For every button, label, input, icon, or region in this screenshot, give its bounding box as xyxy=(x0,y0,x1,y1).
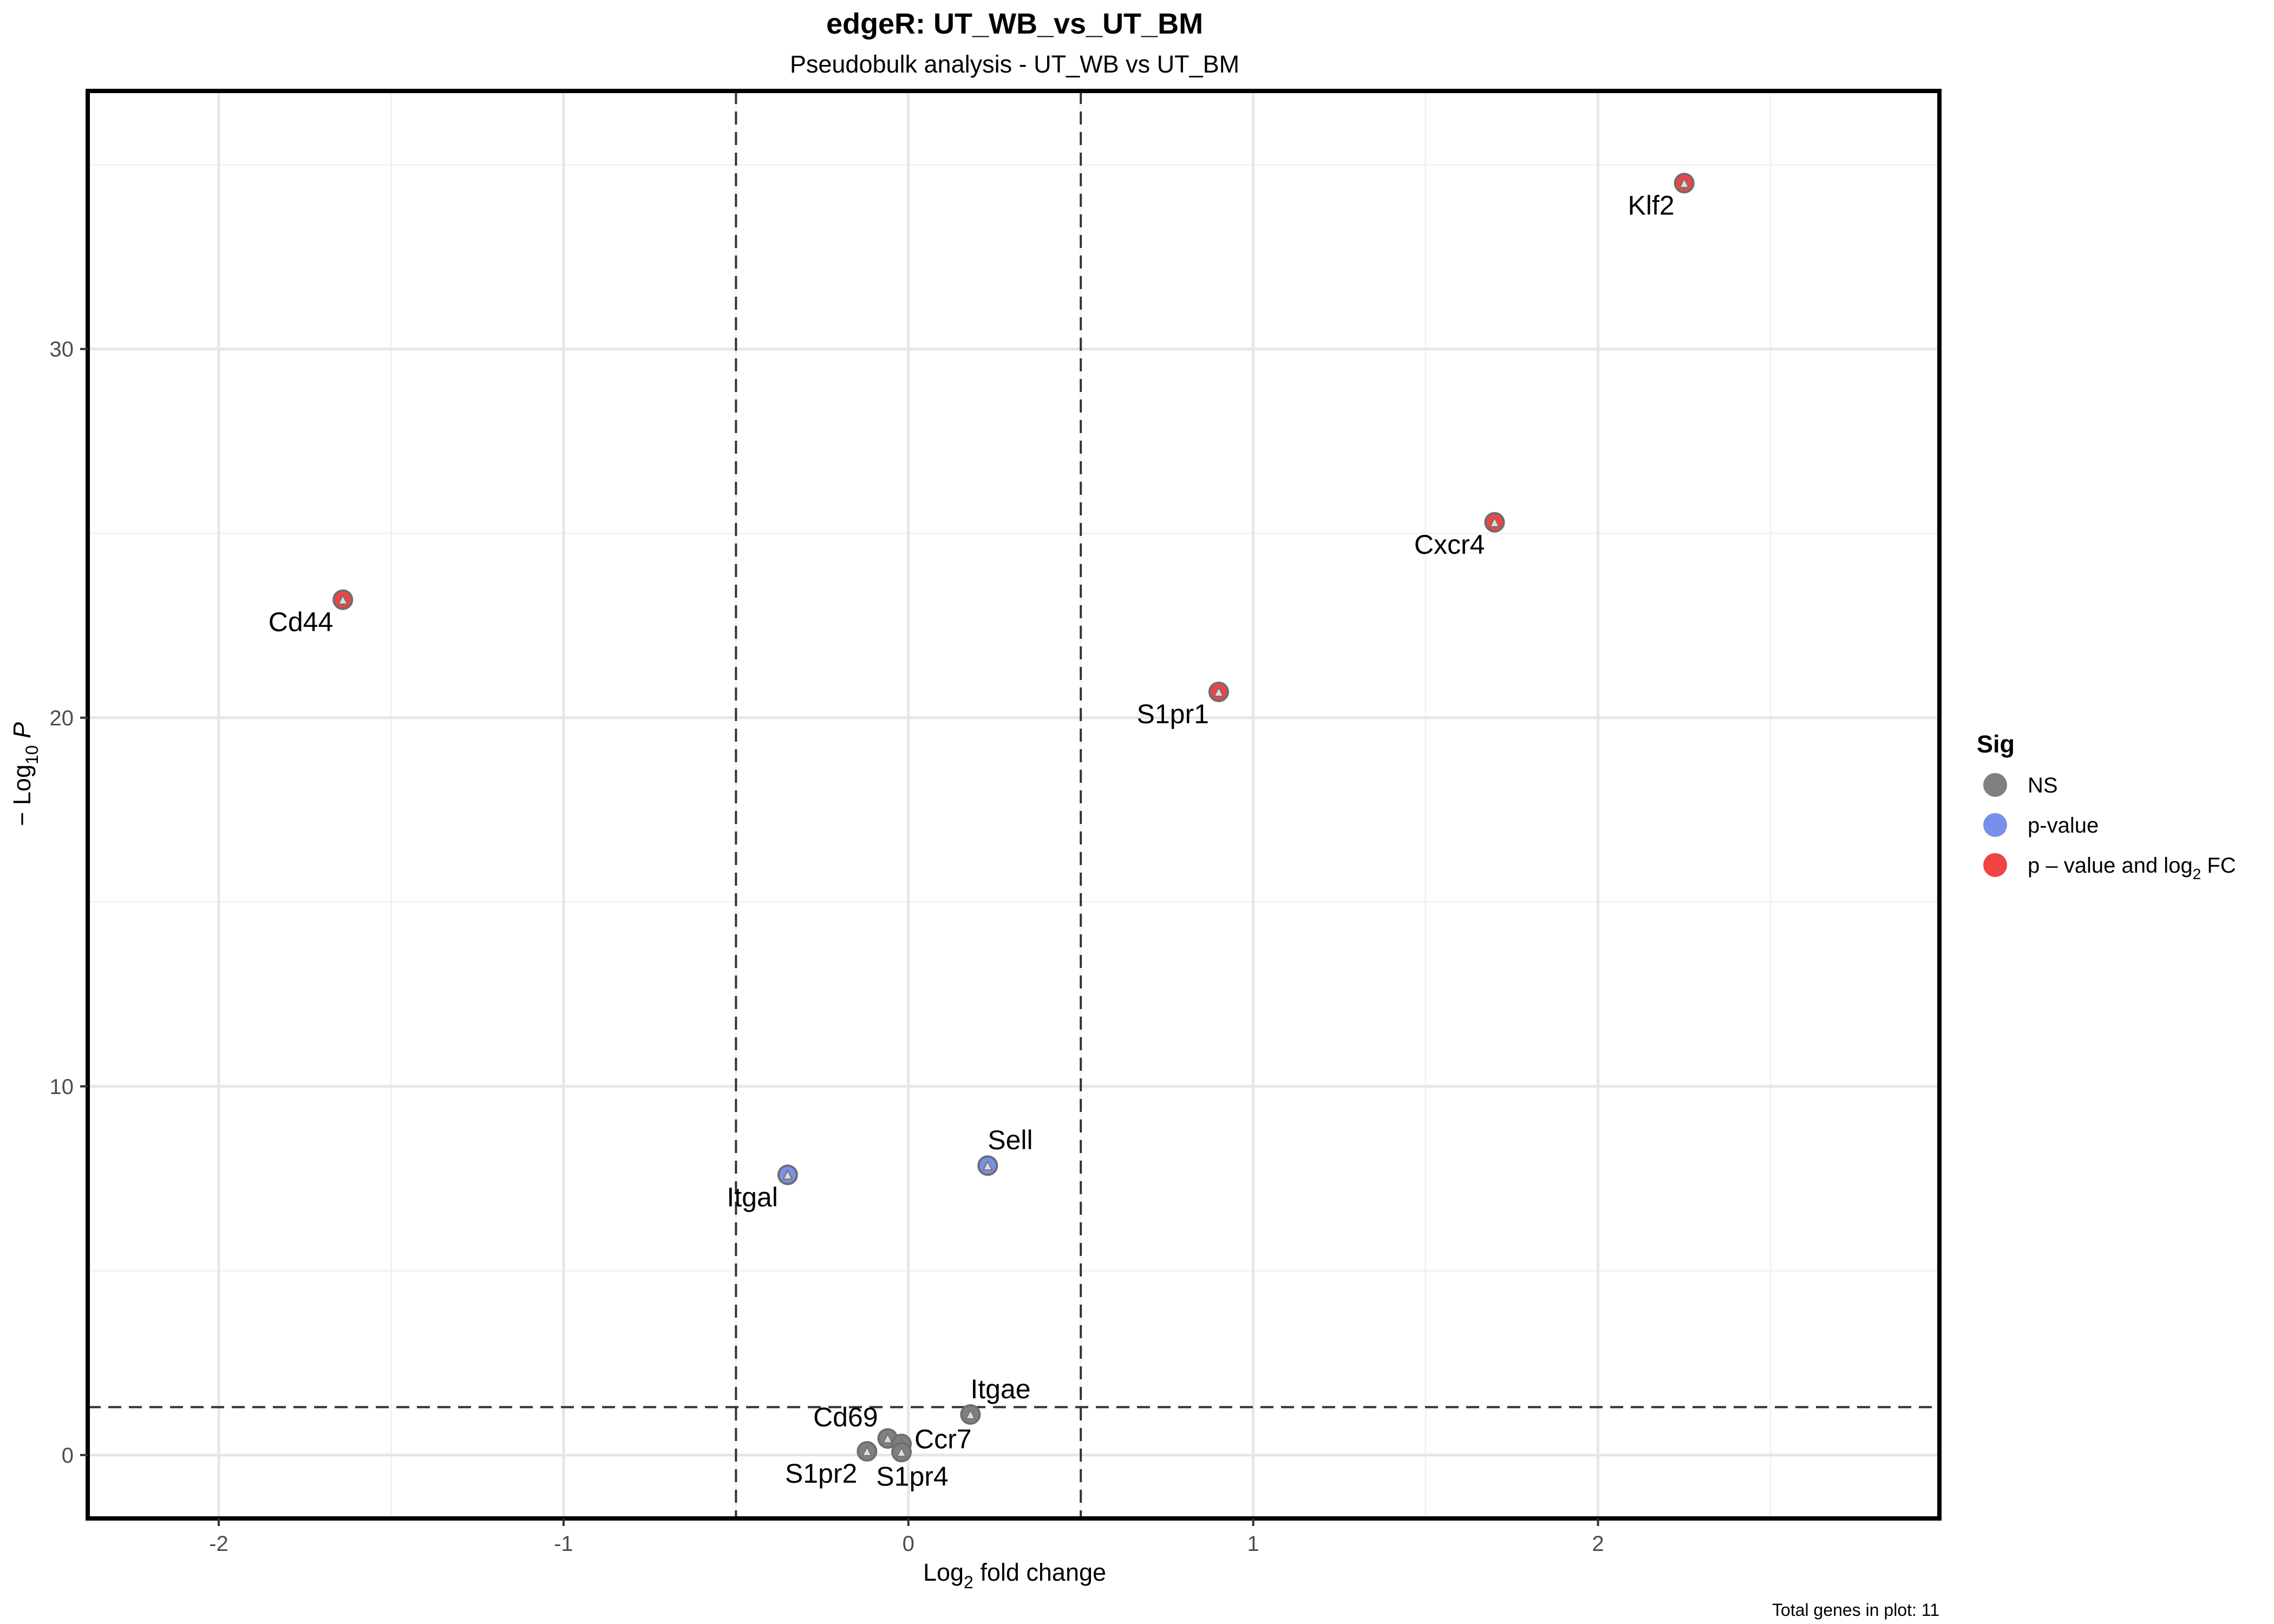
point-label-itgal: Itgal xyxy=(727,1182,778,1212)
point-label-cd44: Cd44 xyxy=(269,607,334,637)
legend-swatch-ns xyxy=(1983,773,2007,797)
point-label-s1pr1: S1pr1 xyxy=(1137,699,1209,729)
y-tick-label: 0 xyxy=(62,1444,74,1468)
legend-label-ns: NS xyxy=(2028,774,2058,797)
point-label-s1pr4: S1pr4 xyxy=(876,1461,948,1491)
data-point-marker-cxcr4 xyxy=(1489,516,1500,527)
point-labels: Klf2 Cxcr4 Cd44 S1pr1 Sell Itgal Itgae Cd69 Ccr7… xyxy=(269,190,1675,1491)
chart-title: edgeR: UT_WB_vs_UT_BM xyxy=(826,8,1203,40)
data-point-marker-itgal xyxy=(782,1169,793,1180)
x-tick-label: -2 xyxy=(209,1532,228,1556)
data-points xyxy=(332,173,1695,1463)
data-point-marker-itgae xyxy=(965,1409,976,1419)
data-point-marker-sell xyxy=(982,1160,993,1171)
x-tick-label: -1 xyxy=(554,1532,573,1556)
x-tick-label: 1 xyxy=(1247,1532,1259,1556)
point-label-s1pr2: S1pr2 xyxy=(785,1458,857,1489)
point-label-cd69: Cd69 xyxy=(813,1402,878,1432)
point-label-sell: Sell xyxy=(988,1125,1033,1155)
data-point-marker-s1pr1 xyxy=(1213,686,1224,697)
point-label-klf2: Klf2 xyxy=(1628,190,1675,220)
x-axis-title: Log2 fold change xyxy=(923,1558,1106,1592)
legend-label-p: p-value xyxy=(2028,814,2099,837)
data-point-marker-s1pr2 xyxy=(861,1445,872,1457)
y-tick-label: 20 xyxy=(50,706,74,730)
y-axis-title: − Log10 P xyxy=(8,722,42,826)
legend-items: NS p-value p – value and log2 FC xyxy=(1983,773,2236,882)
grid-minor xyxy=(88,91,1939,1518)
x-tick-label: 2 xyxy=(1592,1532,1604,1556)
grid-major xyxy=(88,91,1939,1518)
y-tick-label: 30 xyxy=(50,338,74,362)
panel-border xyxy=(86,89,1942,1521)
x-tick-label: 0 xyxy=(903,1532,914,1556)
legend-swatch-pfc xyxy=(1983,853,2007,877)
point-label-ccr7: Ccr7 xyxy=(914,1424,972,1454)
data-point-marker-klf2 xyxy=(1679,178,1690,188)
data-point-marker-s1pr4 xyxy=(896,1446,907,1457)
cutoff-lines xyxy=(88,91,1939,1518)
point-label-cxcr4: Cxcr4 xyxy=(1414,529,1485,560)
point-label-itgae: Itgae xyxy=(970,1374,1030,1404)
data-point-marker-cd69 xyxy=(882,1432,893,1444)
chart-subtitle: Pseudobulk analysis - UT_WB vs UT_BM xyxy=(790,50,1239,78)
caption: Total genes in plot: 11 xyxy=(1772,1600,1939,1620)
x-axis-ticks: -2 -1 0 1 2 xyxy=(209,1518,1604,1556)
legend-label-pfc: p – value and log2 FC xyxy=(2028,854,2236,882)
y-tick-label: 10 xyxy=(50,1075,74,1099)
legend: Sig NS p-value p – value and log2 FC xyxy=(1977,730,2236,882)
legend-swatch-p xyxy=(1983,813,2007,837)
y-axis-ticks: 0 10 20 30 xyxy=(50,338,88,1468)
legend-title: Sig xyxy=(1977,730,2015,758)
data-point-marker-cd44 xyxy=(337,594,348,605)
